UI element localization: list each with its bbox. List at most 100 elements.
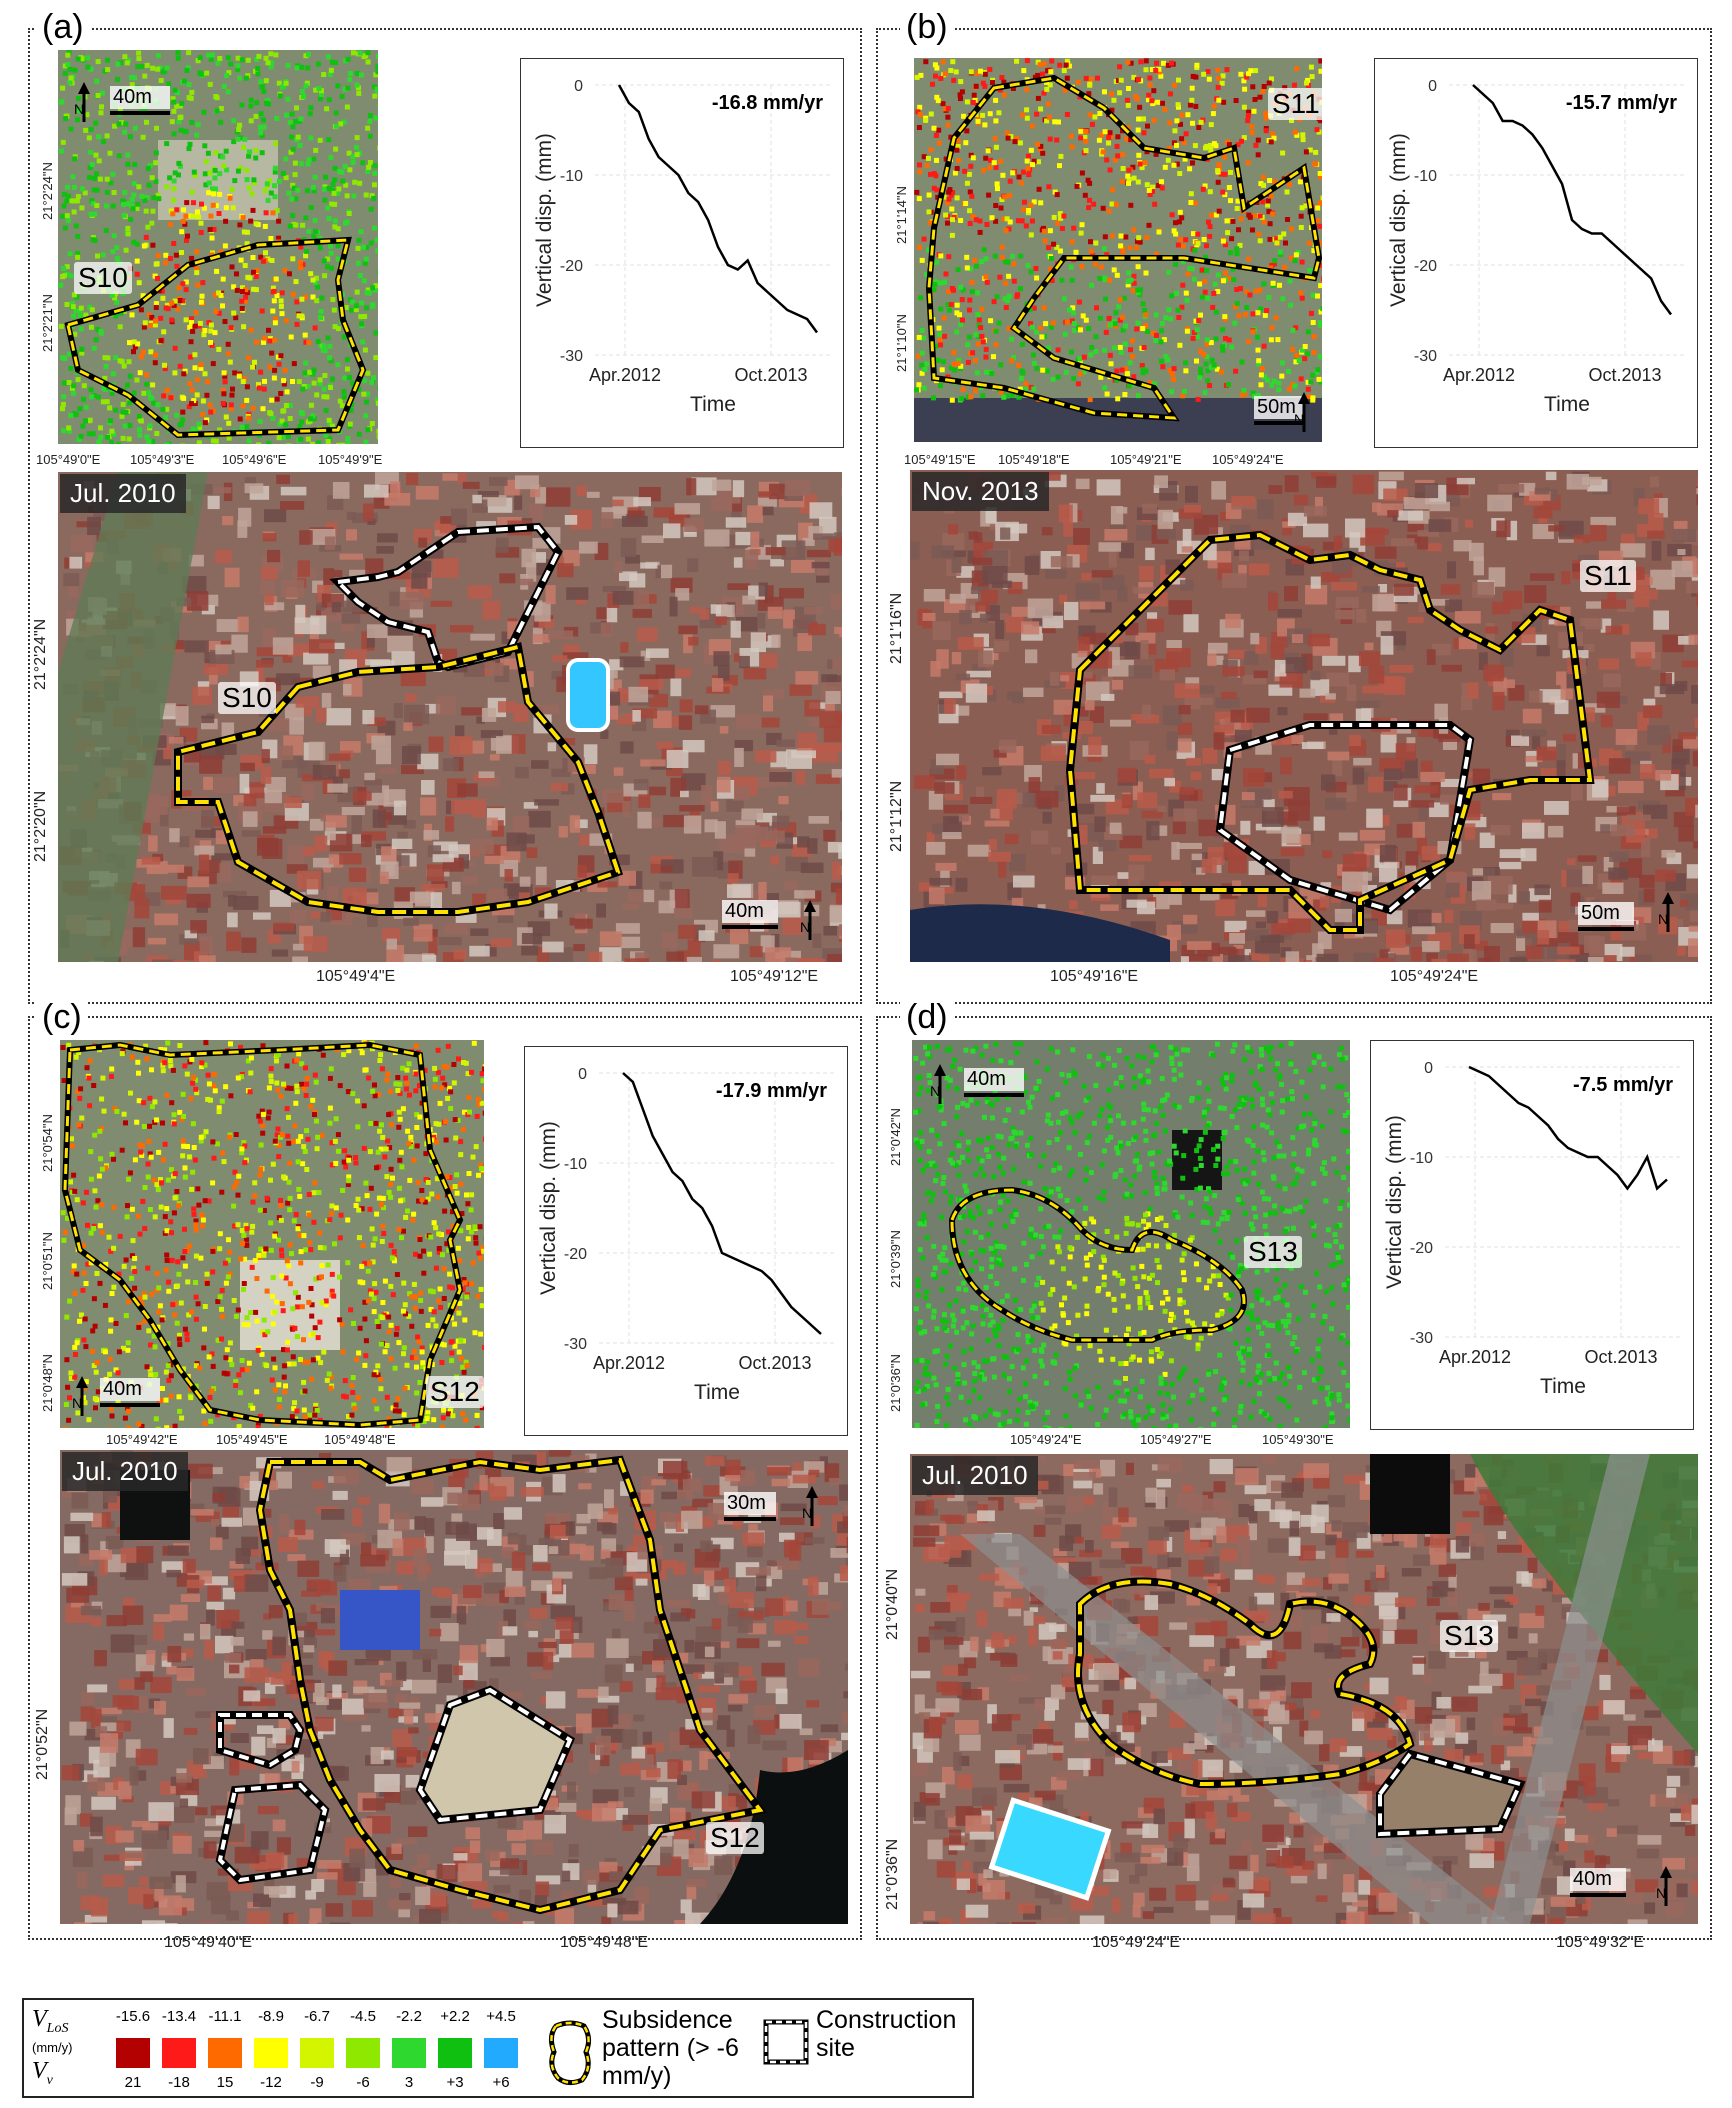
roof [1459, 911, 1482, 930]
insar-point [366, 290, 372, 296]
roof [1277, 609, 1303, 618]
insar-point [153, 305, 159, 310]
roof [1132, 587, 1157, 594]
insar-point [272, 194, 278, 200]
insar-point [220, 1150, 226, 1156]
insar-point [993, 203, 999, 208]
roof [1362, 685, 1385, 694]
insar-point [914, 387, 919, 393]
insar-point [1179, 215, 1185, 221]
roof [341, 807, 365, 816]
insar-point [131, 239, 137, 245]
insar-point [1229, 344, 1235, 350]
insar-point [60, 401, 66, 407]
insar-point [1191, 330, 1197, 335]
roof [1157, 805, 1167, 812]
insar-point [1026, 208, 1031, 213]
roof [1128, 665, 1153, 679]
insar-point [1126, 270, 1132, 276]
roof [366, 629, 375, 648]
roof [932, 621, 951, 640]
insar-point [341, 1393, 347, 1399]
insar-point [1160, 364, 1166, 370]
insar-point [1023, 223, 1029, 229]
insar-point [1111, 97, 1117, 103]
insar-point [1144, 182, 1150, 188]
roof [1499, 648, 1514, 667]
insar-point [1023, 381, 1029, 387]
insar-point [1147, 192, 1153, 197]
insar-point [134, 271, 140, 277]
north-arrow-icon: N [1658, 892, 1674, 932]
insar-point [1230, 266, 1236, 272]
insar-point [1220, 327, 1226, 333]
roof [930, 661, 941, 677]
insar-point [160, 1068, 166, 1074]
insar-point [79, 56, 85, 62]
insar-point [210, 408, 216, 414]
roof [1671, 560, 1696, 578]
insar-point [125, 201, 131, 207]
roof [215, 743, 237, 755]
insar-point [325, 205, 331, 211]
panel-b-speckle [914, 58, 1322, 403]
insar-point [153, 352, 158, 358]
roof [625, 554, 640, 564]
roof [1385, 929, 1406, 948]
insar-point [250, 255, 256, 260]
roof [813, 533, 834, 540]
roof [184, 640, 209, 653]
roof [1352, 474, 1375, 495]
insar-point [367, 118, 373, 124]
insar-point [230, 386, 235, 392]
roof [194, 845, 215, 856]
insar-point [134, 206, 140, 211]
insar-point [103, 228, 109, 234]
roof [823, 724, 842, 743]
insar-point [276, 218, 282, 224]
roof [1241, 800, 1264, 808]
roof [445, 816, 455, 832]
insar-point [1135, 287, 1141, 293]
insar-point [313, 147, 319, 153]
insar-point [275, 354, 281, 360]
roof [1073, 528, 1090, 545]
insar-point [137, 432, 143, 438]
roof [310, 911, 322, 919]
insar-point [1228, 198, 1233, 204]
insar-point [200, 398, 206, 404]
panel-a-photo-ytick-1: 21°2'20"N [32, 790, 49, 862]
insar-point [202, 420, 208, 426]
roof [1301, 742, 1324, 750]
insar-point [1188, 102, 1193, 108]
roof [219, 863, 231, 883]
insar-point [283, 80, 289, 86]
insar-point [1107, 322, 1113, 328]
insar-point [328, 1374, 334, 1380]
roof [841, 487, 842, 497]
roof [518, 892, 531, 905]
roof [574, 918, 593, 929]
insar-point [350, 380, 356, 386]
insar-point [1245, 113, 1251, 118]
insar-point [1051, 241, 1057, 247]
insar-point [313, 229, 319, 234]
insar-point [136, 280, 142, 286]
insar-point [200, 280, 206, 286]
insar-point [998, 389, 1004, 395]
roof [1647, 530, 1665, 539]
insar-point [1045, 368, 1050, 374]
insar-point [354, 135, 360, 141]
roof [1440, 794, 1465, 805]
insar-point [1069, 144, 1075, 150]
roof [1345, 518, 1366, 538]
insar-point [207, 81, 213, 87]
insar-point [114, 256, 120, 262]
roof [1321, 572, 1340, 583]
insar-point [1244, 305, 1250, 310]
insar-point [345, 56, 351, 62]
insar-point [921, 236, 927, 242]
roof [141, 856, 161, 865]
insar-point [197, 425, 203, 430]
insar-point [982, 71, 988, 77]
